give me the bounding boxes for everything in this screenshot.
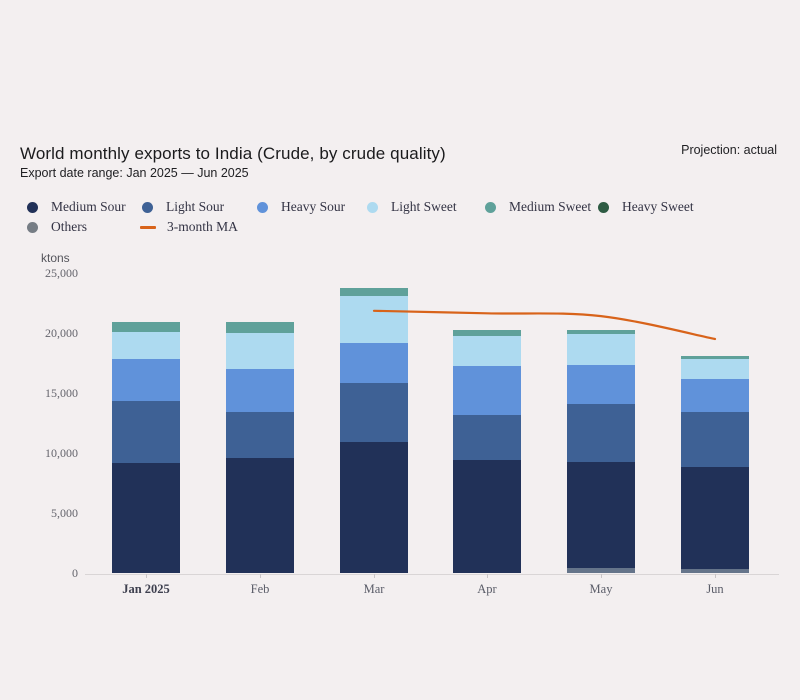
legend-item-heavy-sour[interactable]: Heavy Sour	[257, 199, 345, 215]
bar-segment-medium-sweet-jun[interactable]	[681, 356, 749, 360]
bar-segment-heavy-sour-may[interactable]	[567, 365, 635, 405]
legend-item-label: Light Sweet	[391, 199, 457, 214]
y-tick-label: 5,000	[51, 506, 78, 520]
bar-segment-light-sour-feb[interactable]	[226, 411, 294, 458]
bar-segment-light-sour-jan-2025[interactable]	[112, 401, 180, 463]
x-tick-label-jan-2025: Jan 2025	[122, 582, 170, 596]
y-tick-label: 25,000	[45, 266, 78, 280]
legend-dot-swatch	[27, 221, 38, 233]
bar-segment-medium-sour-apr[interactable]	[453, 460, 521, 573]
bar-segment-heavy-sour-feb[interactable]	[226, 368, 294, 412]
legend-dot-swatch	[27, 201, 38, 213]
legend-item-medium-sour[interactable]: Medium Sour	[27, 199, 126, 215]
bar-segment-heavy-sour-jun[interactable]	[681, 378, 749, 412]
chart-subtitle: Export date range: Jan 2025 — Jun 2025	[20, 166, 249, 180]
y-tick-label: 10,000	[45, 446, 78, 460]
legend-line-swatch	[140, 225, 156, 229]
bar-segment-medium-sour-feb[interactable]	[226, 457, 294, 573]
legend-item-label: Medium Sweet	[509, 199, 592, 214]
bar-segment-others-jun[interactable]	[681, 569, 749, 573]
bar-segment-light-sour-apr[interactable]	[453, 415, 521, 461]
bar-segment-medium-sour-jun[interactable]	[681, 467, 749, 570]
bar-segment-light-sweet-jan-2025[interactable]	[112, 332, 180, 360]
bar-segment-light-sweet-may[interactable]	[567, 334, 635, 366]
legend-item-label: Heavy Sour	[281, 199, 346, 214]
legend-dot-swatch	[485, 201, 496, 213]
legend-item-light-sour[interactable]: Light Sour	[142, 199, 224, 215]
legend-item-label: Medium Sour	[51, 199, 126, 214]
x-tick-mark	[146, 574, 147, 578]
x-tick-label-feb: Feb	[250, 582, 270, 596]
legend-item-medium-sweet[interactable]: Medium Sweet	[485, 199, 591, 215]
y-tick-label: 15,000	[45, 386, 78, 400]
y-tick-label: 0	[72, 566, 78, 580]
bar-segment-medium-sweet-apr[interactable]	[453, 330, 521, 336]
bar-segment-medium-sweet-mar[interactable]	[340, 287, 408, 296]
legend-dot-swatch	[367, 201, 378, 213]
bar-segment-light-sweet-mar[interactable]	[340, 295, 408, 343]
legend-dot-swatch	[598, 201, 609, 213]
legend-dot-swatch	[257, 201, 268, 213]
legend-dot-swatch	[142, 201, 153, 213]
bar-segment-heavy-sour-apr[interactable]	[453, 366, 521, 416]
bar-segment-medium-sour-mar[interactable]	[340, 442, 408, 573]
legend-item-label: Others	[51, 219, 87, 234]
bar-segment-light-sour-mar[interactable]	[340, 383, 408, 443]
x-tick-mark	[487, 574, 488, 578]
legend-item-3-month-ma[interactable]: 3-month MA	[140, 219, 238, 235]
x-tick-mark	[715, 574, 716, 578]
chart-title: World monthly exports to India (Crude, b…	[20, 144, 446, 163]
x-tick-label-mar: Mar	[363, 582, 385, 596]
x-axis-line	[85, 574, 779, 575]
x-tick-mark	[374, 574, 375, 578]
x-tick-label-may: May	[589, 582, 613, 596]
bar-segment-medium-sour-jan-2025[interactable]	[112, 462, 180, 573]
bar-segment-medium-sweet-may[interactable]	[567, 330, 635, 335]
bar-segment-others-may[interactable]	[567, 567, 635, 573]
ma-line[interactable]	[372, 309, 717, 341]
bar-segment-heavy-sour-jan-2025[interactable]	[112, 359, 180, 402]
x-tick-label-apr: Apr	[477, 582, 497, 596]
projection-status: Projection: actual	[681, 143, 777, 157]
bar-segment-light-sweet-feb[interactable]	[226, 332, 294, 369]
bar-segment-medium-sour-may[interactable]	[567, 462, 635, 568]
y-axis-unit-label: ktons	[41, 251, 70, 265]
bar-segment-light-sweet-apr[interactable]	[453, 336, 521, 366]
y-tick-label: 20,000	[45, 326, 78, 340]
bar-segment-light-sweet-jun[interactable]	[681, 359, 749, 379]
bar-segment-heavy-sour-mar[interactable]	[340, 342, 408, 384]
x-tick-mark	[601, 574, 602, 578]
legend-item-label: Light Sour	[166, 199, 225, 214]
legend-item-others[interactable]: Others	[27, 219, 87, 235]
x-tick-mark	[260, 574, 261, 578]
bar-segment-medium-sweet-feb[interactable]	[226, 321, 294, 333]
legend-item-label: Heavy Sweet	[622, 199, 694, 214]
x-tick-label-jun: Jun	[706, 582, 724, 596]
bar-segment-light-sour-may[interactable]	[567, 404, 635, 462]
legend-item-heavy-sweet[interactable]: Heavy Sweet	[598, 199, 694, 215]
legend-item-light-sweet[interactable]: Light Sweet	[367, 199, 457, 215]
bar-segment-light-sour-jun[interactable]	[681, 411, 749, 468]
bar-segment-medium-sweet-jan-2025[interactable]	[112, 322, 180, 333]
legend-item-label: 3-month MA	[167, 219, 238, 234]
